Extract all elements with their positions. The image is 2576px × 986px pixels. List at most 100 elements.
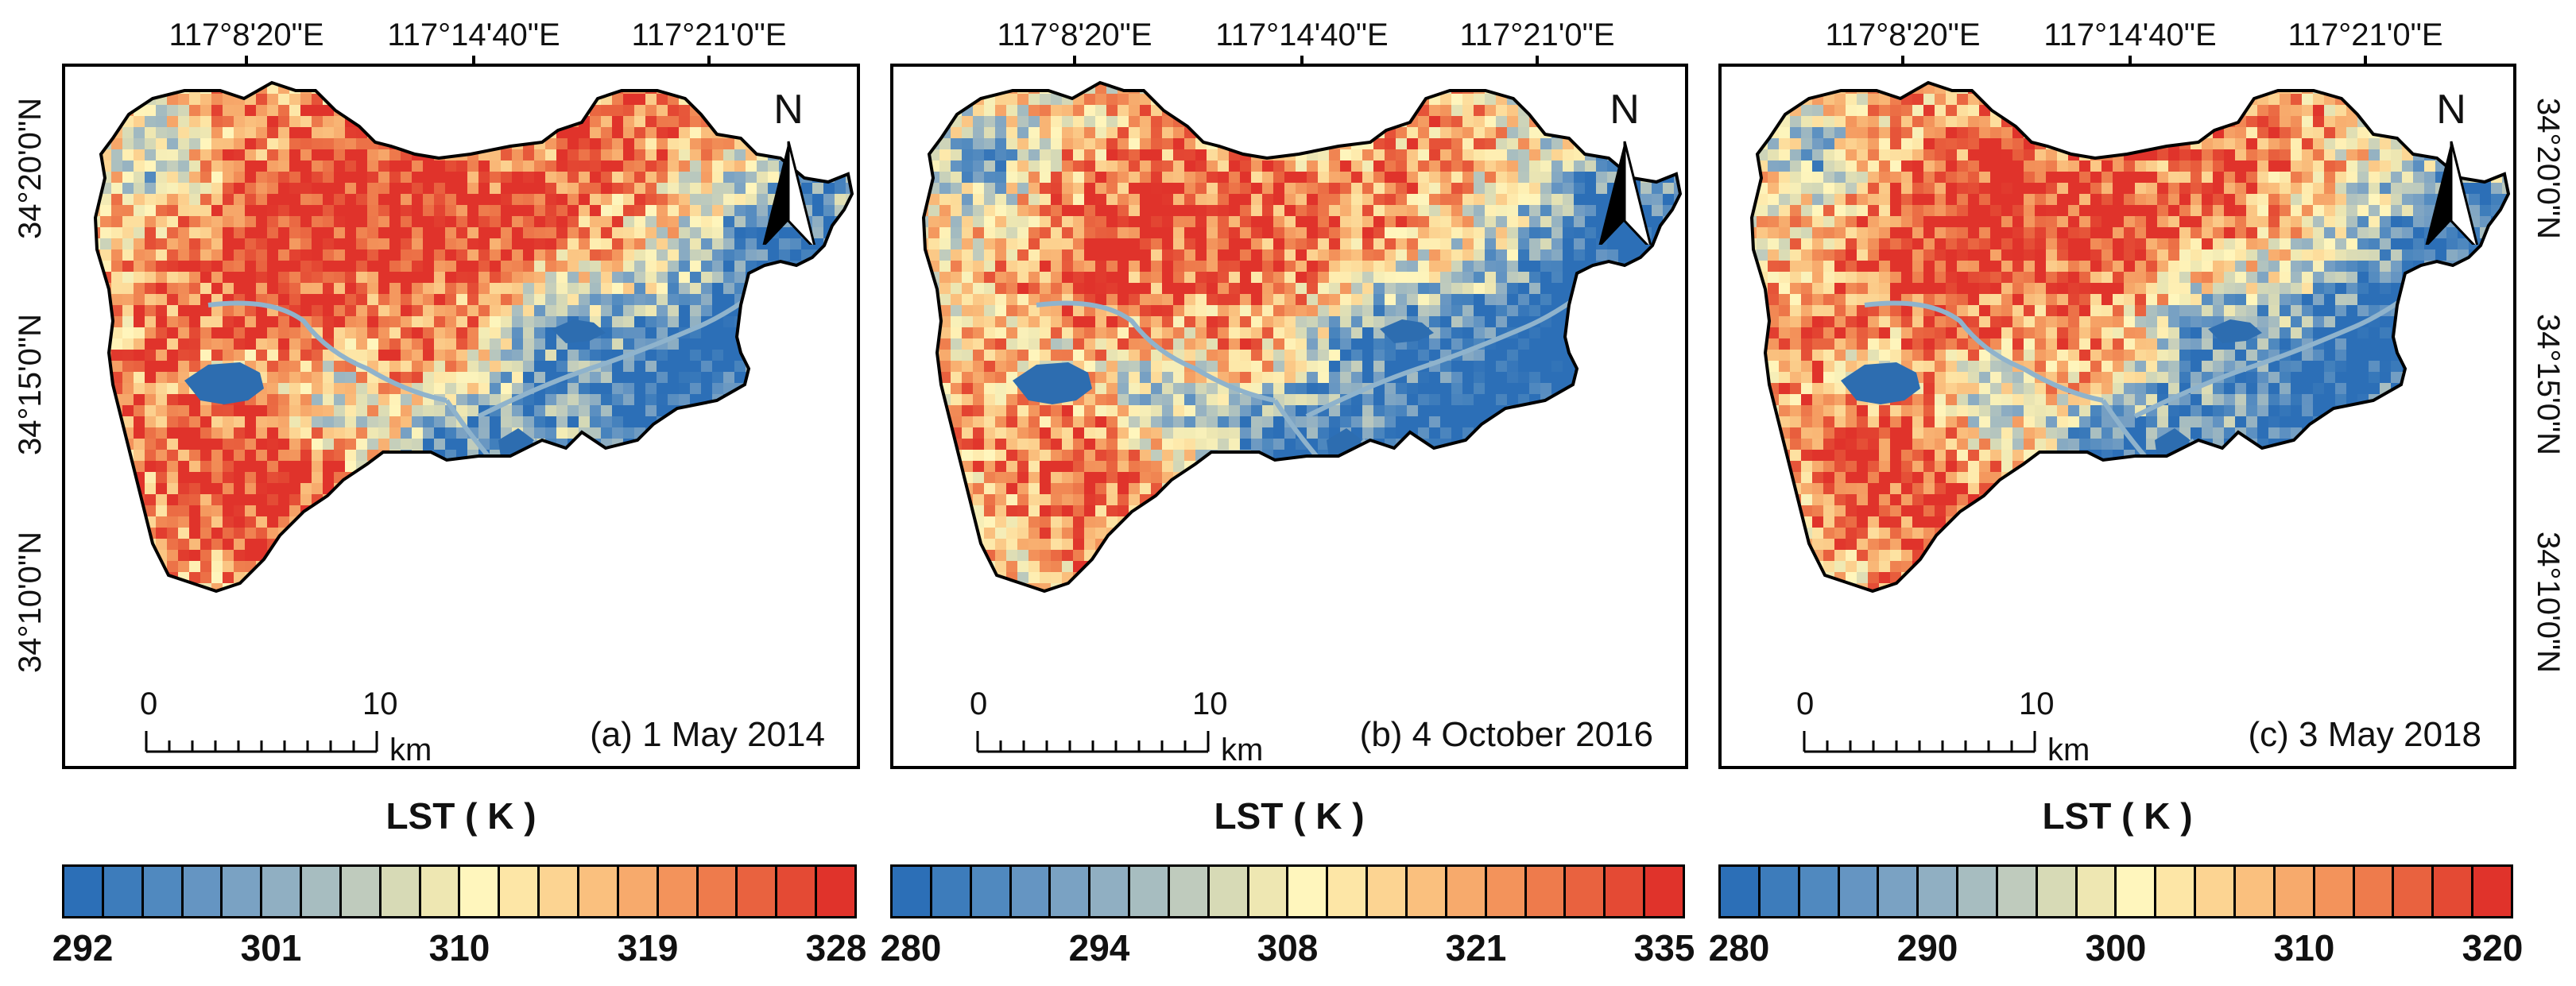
lst-pixel [1340,216,1352,228]
lst-pixel [768,539,780,551]
lst-pixel [634,327,646,339]
lst-pixel [122,394,134,406]
lst-pixel [723,416,735,428]
lst-pixel [111,83,123,95]
lst-pixel [323,516,335,528]
lst-pixel [590,427,602,439]
lst-pixel [1663,316,1675,328]
lst-pixel [245,305,257,317]
lst-pixel [412,594,424,606]
lst-pixel [334,494,346,506]
lst-pixel [523,483,535,495]
lst-pixel [679,227,691,239]
lst-pixel [1028,261,1040,273]
lst-pixel [189,261,201,273]
lst-pixel [378,550,390,562]
lst-pixel [134,172,145,184]
lst-pixel [356,505,368,517]
lst-pixel [111,361,123,373]
lst-pixel [590,172,602,184]
lst-pixel [423,116,435,128]
lst-pixel [323,383,335,395]
lst-pixel [634,127,646,139]
lst-pixel [612,516,624,528]
lst-pixel [167,138,179,150]
lst-pixel [1084,249,1096,261]
lst-pixel [579,149,591,161]
lst-pixel [746,494,757,506]
lst-pixel [122,583,134,591]
lst-pixel [356,372,368,384]
lst-pixel [389,83,401,95]
lst-pixel [1529,138,1541,150]
lst-pixel [1006,338,1018,350]
lst-pixel [545,216,557,228]
lst-pixel [389,327,401,339]
lst-pixel [245,205,257,217]
lst-pixel [1518,249,1530,261]
lst-pixel [534,416,546,428]
lst-pixel [746,439,757,450]
lst-pixel [1418,83,1430,95]
lst-pixel [924,338,929,350]
lst-pixel [1262,227,1274,239]
lst-pixel [835,183,846,195]
lst-pixel [1540,183,1552,195]
lst-pixel [790,350,802,362]
lst-pixel [501,416,513,428]
lst-pixel [623,394,635,406]
lst-pixel [857,194,860,206]
lst-pixel [846,472,852,484]
lst-pixel [1641,327,1652,339]
lst-pixel [939,249,951,261]
lst-pixel [1229,160,1241,172]
lst-pixel [189,494,201,506]
lst-pixel [389,561,401,573]
north-arrow: N [757,86,820,245]
lst-pixel [779,416,791,428]
lst-pixel [924,172,929,184]
lst-pixel [122,572,134,584]
lst-pixel [634,361,646,373]
lst-pixel [579,127,591,139]
lst-pixel [790,305,802,317]
lst-pixel [634,450,646,462]
lst-pixel [556,583,568,591]
lst-pixel [189,83,201,95]
lst-pixel [223,105,234,117]
lst-pixel [1585,205,1597,217]
lst-pixel [1373,183,1385,195]
lst-pixel [100,416,112,428]
lst-pixel [1685,205,1688,217]
lst-pixel [623,294,635,306]
lst-pixel [657,583,668,591]
lst-pixel [145,350,157,362]
lst-pixel [490,427,502,439]
lst-pixel [267,138,279,150]
lst-pixel [256,238,268,250]
lst-pixel [556,505,568,517]
lst-pixel [1618,294,1630,306]
lst-pixel [1307,116,1319,128]
lst-pixel [1106,338,1118,350]
lst-pixel [211,327,223,339]
lst-pixel [668,539,680,551]
lst-pixel [478,583,490,591]
lst-pixel [823,405,835,417]
lst-pixel [723,227,735,239]
lst-pixel [757,561,769,573]
lst-pixel [256,427,268,439]
lst-pixel [512,505,524,517]
lst-pixel [95,116,101,128]
lst-pixel [1462,116,1474,128]
lst-pixel [312,594,323,606]
lst-pixel [134,550,145,562]
lst-pixel [812,461,824,473]
lst-pixel [501,461,513,473]
lst-pixel [223,516,234,528]
lst-pixel [1151,272,1163,284]
lst-pixel [623,272,635,284]
lst-pixel [601,550,613,562]
lst-pixel [1685,94,1688,106]
lst-pixel [145,405,157,417]
